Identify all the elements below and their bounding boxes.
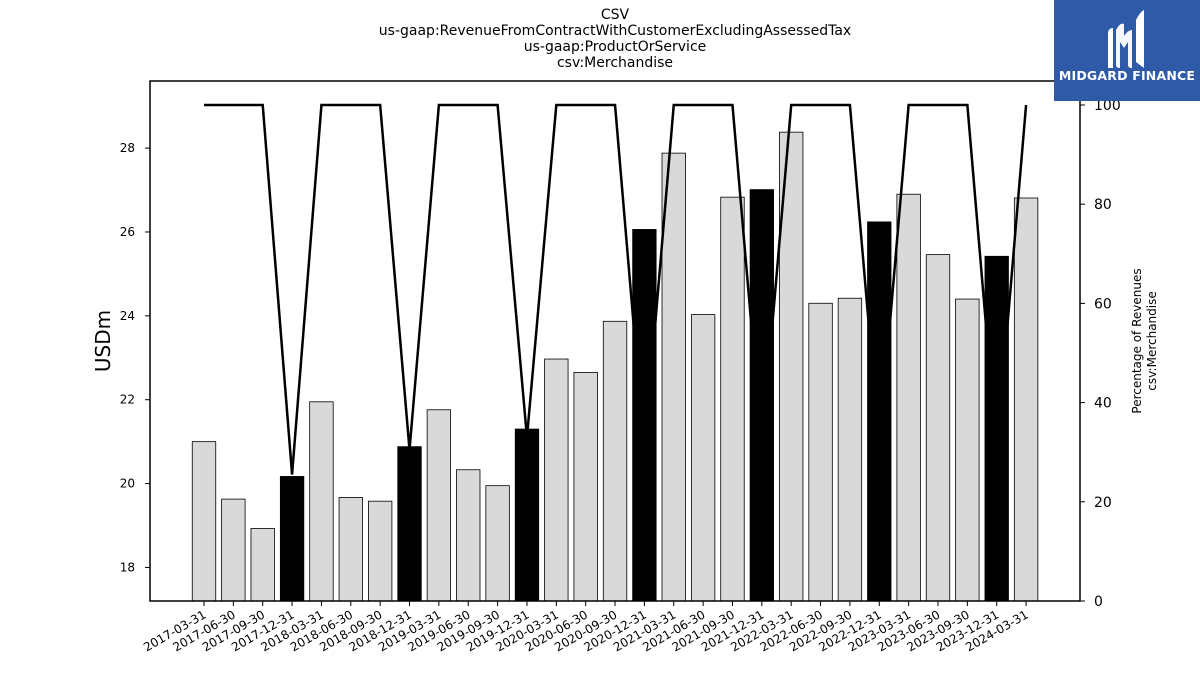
bar-2021-09-30: [720, 196, 745, 602]
bar-2023-06-30: [925, 254, 951, 602]
left-tick-label: 24: [120, 309, 135, 323]
midgard-logo-icon: [1108, 10, 1144, 68]
title-line-3: us-gaap:ProductOrService: [523, 39, 707, 55]
left-tick-label: 22: [120, 393, 135, 407]
right-tick-label: 100: [1094, 98, 1121, 114]
bars-group: [191, 131, 1039, 602]
percentage-line: [204, 103, 1028, 475]
bar-2017-09-30: [250, 528, 275, 602]
line-group: [204, 103, 1028, 475]
bar-2022-12-31: [867, 221, 892, 602]
left-tick-label: 18: [120, 560, 135, 574]
title-line-4: csv:Merchandise: [556, 55, 674, 71]
bar-2020-03-31: [544, 358, 569, 602]
left-tick-label: 28: [120, 141, 135, 155]
bar-2023-09-30: [955, 298, 980, 602]
right-axis-label-line-1: Percentage of Revenues: [1130, 268, 1144, 413]
bar-2019-03-31: [426, 409, 452, 602]
bar-2018-12-31: [397, 446, 422, 602]
right-tick-label: 40: [1094, 396, 1112, 412]
chart-title: CSV us-gaap:RevenueFromContractWithCusto…: [150, 7, 1080, 71]
left-tick-label: 26: [120, 225, 135, 239]
bar-2017-06-30: [221, 498, 246, 602]
bar-2020-06-30: [573, 372, 598, 602]
bar-2019-09-30: [485, 485, 510, 602]
title-line-2: us-gaap:RevenueFromContractWithCustomerE…: [378, 23, 852, 39]
bar-2021-06-30: [690, 314, 716, 602]
title-line-1: CSV: [600, 7, 630, 23]
logo-text: MIDGARD FINANCE: [1058, 68, 1196, 83]
bar-2017-03-31: [191, 441, 217, 602]
bar-2022-06-30: [808, 302, 833, 602]
bar-2018-03-31: [309, 401, 334, 602]
bar-2019-12-31: [514, 428, 540, 602]
right-tick-label: 60: [1094, 296, 1112, 312]
bar-2020-12-31: [632, 229, 657, 602]
right-tick-label: 80: [1094, 197, 1112, 213]
bar-2018-06-30: [338, 497, 363, 602]
bar-2020-09-30: [602, 320, 628, 602]
bar-2023-12-31: [984, 255, 1009, 602]
right-tick-label: 20: [1094, 495, 1112, 511]
right-axis: 0 20 40 60 80 100: [1080, 98, 1121, 610]
bar-2021-03-31: [661, 152, 686, 602]
left-tick-label: 20: [120, 477, 135, 491]
bar-2023-03-31: [896, 193, 921, 602]
y-axis-label: USDm: [91, 310, 115, 372]
bar-2017-12-31: [279, 476, 305, 602]
right-axis-label-line-2: csv:Merchandise: [1145, 291, 1159, 391]
brand-logo: [1054, 0, 1200, 101]
bar-2024-03-31: [1013, 197, 1039, 602]
right-tick-label: 0: [1094, 594, 1103, 610]
bar-2022-09-30: [837, 297, 863, 602]
left-axis: 18 20 22 24 26 28: [120, 141, 150, 574]
bar-2018-09-30: [368, 500, 393, 602]
x-axis: 2017-03-312017-06-302017-09-302017-12-31…: [141, 601, 1031, 654]
bar-2019-06-30: [456, 469, 481, 602]
bar-2021-12-31: [749, 189, 774, 602]
